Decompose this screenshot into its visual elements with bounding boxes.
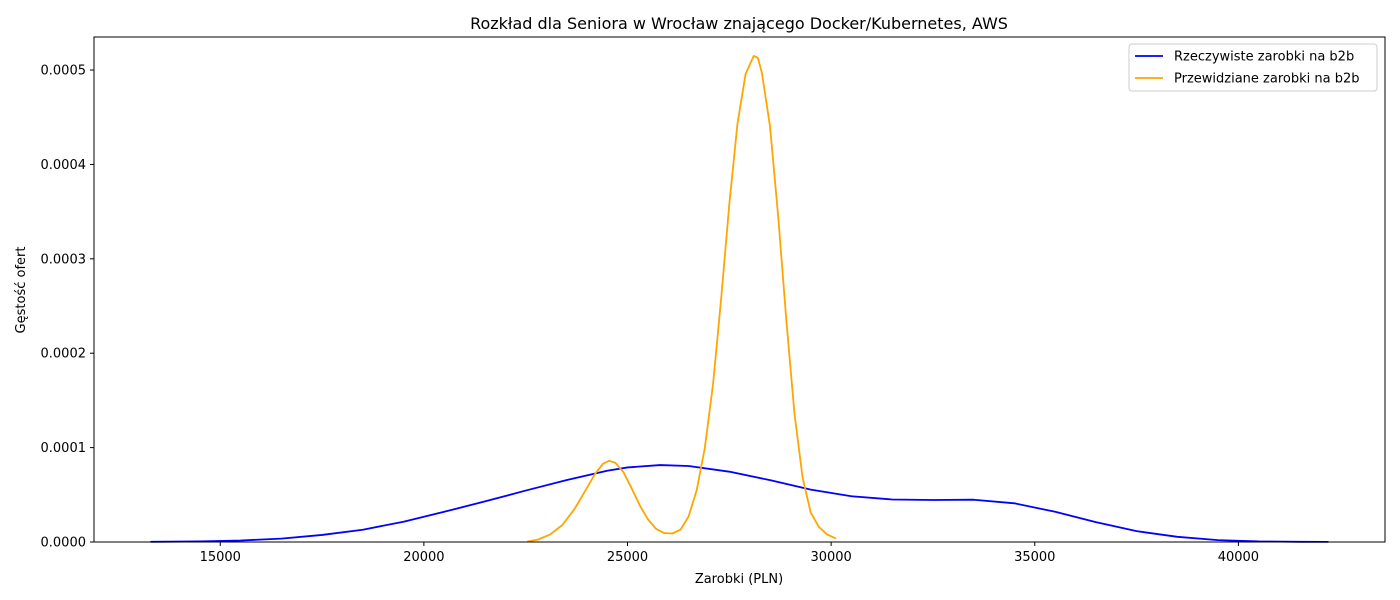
- x-axis: 15000 20000 25000 30000 35000 40000: [200, 542, 1259, 565]
- legend: Rzeczywiste zarobki na b2b Przewidziane z…: [1128, 43, 1378, 92]
- x-tick-label: 25000: [607, 550, 648, 565]
- x-tick-label: 30000: [810, 550, 851, 565]
- y-tick-label: 0.0000: [41, 536, 87, 551]
- y-tick-label: 0.0001: [41, 441, 87, 456]
- series-line-2: [526, 54, 837, 543]
- legend-label-1: Rzeczywiste zarobki na b2b: [1174, 50, 1354, 65]
- y-tick-label: 0.0002: [41, 347, 87, 362]
- legend-label-2: Przewidziane zarobki na b2b: [1174, 72, 1360, 87]
- y-axis-label: Gęstość ofert: [14, 247, 29, 334]
- x-axis-label: Zarobki (PLN): [695, 572, 783, 587]
- x-tick-label: 35000: [1014, 550, 1055, 565]
- legend-box: [1128, 43, 1378, 92]
- x-tick-label: 20000: [403, 550, 444, 565]
- x-tick-label: 15000: [200, 550, 241, 565]
- series-line-1: [150, 464, 1329, 543]
- y-tick-label: 0.0004: [41, 158, 87, 173]
- y-tick-label: 0.0003: [41, 252, 87, 267]
- chart-title: Rozkład dla Seniora w Wrocław znającego …: [470, 14, 1008, 33]
- series-layer: [150, 54, 1329, 543]
- x-tick-label: 40000: [1218, 550, 1259, 565]
- y-tick-label: 0.0005: [41, 64, 87, 79]
- y-axis: 0.0000 0.0001 0.0002 0.0003 0.0004 0.0005: [41, 64, 94, 551]
- plot-frame: [93, 36, 1386, 543]
